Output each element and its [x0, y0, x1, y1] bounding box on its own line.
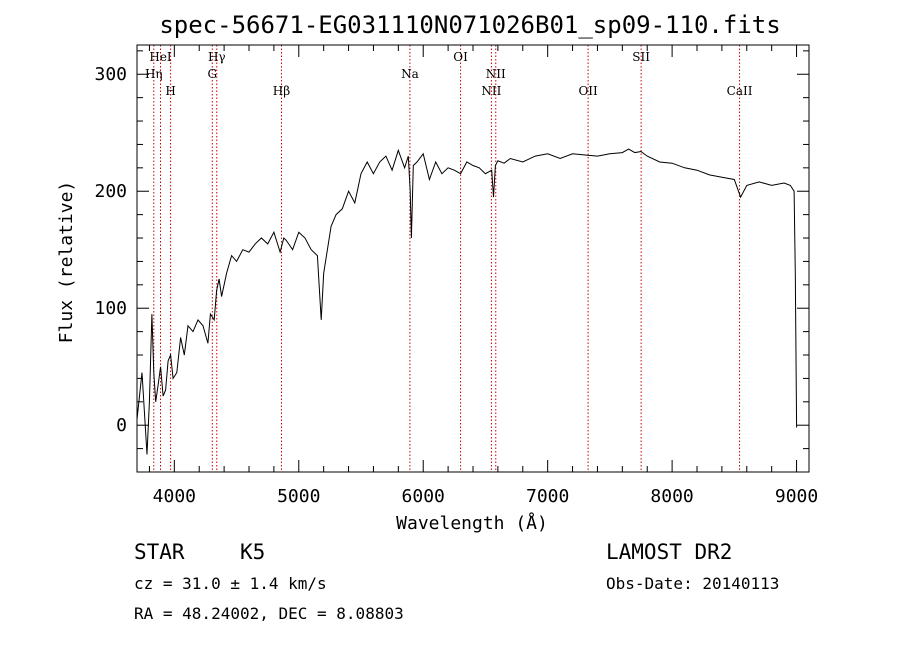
y-axis-label: Flux (relative)	[56, 181, 77, 344]
marker-label-2: H	[165, 84, 175, 98]
marker-label-8: NII	[486, 67, 506, 81]
x-tick-label-4: 8000	[650, 486, 693, 507]
marker-label-1: Hη	[145, 67, 163, 81]
marker-label-0: HeI	[149, 50, 172, 64]
marker-label-3: Hγ	[208, 50, 226, 64]
x-tick-label-5: 9000	[775, 486, 818, 507]
spectrum-line	[136, 148, 798, 455]
spectral-subclass: K5	[240, 540, 265, 564]
spectral-line-labels: HeI HηH Hγ G Hβ Na OI NII NII OII SII CaII	[145, 50, 753, 98]
ra-dec-coordinates: RA = 48.24002, DEC = 8.08803	[134, 604, 404, 623]
x-tick-label-2: 6000	[402, 486, 445, 507]
y-axis-ticks: 0 100 200 300	[94, 50, 809, 473]
x-axis-ticks: 4000 5000 6000 7000 8000 9000	[148, 45, 818, 507]
marker-label-10: OII	[578, 84, 598, 98]
y-tick-label-2: 200	[94, 181, 127, 202]
info-footer: STAR K5 LAMOST DR2 cz = 31.0 ± 1.4 km/s …	[134, 540, 779, 623]
spectral-line-markers	[153, 45, 741, 472]
observation-date: Obs-Date: 20140113	[606, 574, 779, 593]
y-tick-label-1: 100	[94, 298, 127, 319]
marker-label-12: CaII	[727, 84, 753, 98]
chart-title: spec-56671-EG031110N071026B01_sp09-110.f…	[159, 11, 780, 39]
marker-label-5: Hβ	[273, 84, 290, 98]
y-tick-label-3: 300	[94, 64, 127, 85]
survey-name: LAMOST DR2	[606, 540, 732, 564]
marker-label-11: SII	[632, 50, 650, 64]
x-tick-label-3: 7000	[526, 486, 569, 507]
marker-label-7: OI	[453, 50, 468, 64]
object-type: STAR	[134, 540, 185, 564]
x-axis-label: Wavelength (Å)	[396, 512, 548, 534]
x-tick-label-1: 5000	[277, 486, 320, 507]
marker-label-4: G	[207, 67, 217, 81]
x-tick-label-0: 4000	[153, 486, 196, 507]
marker-label-6: Na	[401, 67, 419, 81]
marker-label-9: NII	[481, 84, 501, 98]
y-tick-label-0: 0	[116, 415, 127, 436]
redshift-cz: cz = 31.0 ± 1.4 km/s	[134, 574, 327, 593]
